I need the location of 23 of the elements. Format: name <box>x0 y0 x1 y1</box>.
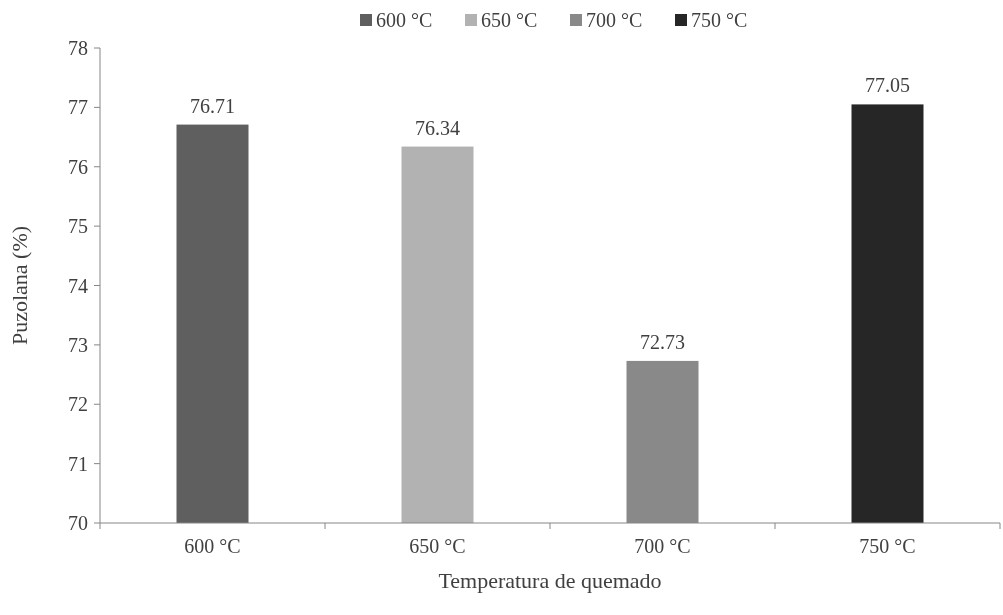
x-tick-label: 750 °C <box>859 535 916 557</box>
y-tick-label: 77 <box>68 96 88 119</box>
legend-label: 600 °C <box>376 9 433 31</box>
x-tick-label: 650 °C <box>409 535 466 557</box>
data-label: 72.73 <box>640 330 685 353</box>
legend-label: 700 °C <box>586 9 643 31</box>
y-tick-label: 74 <box>68 274 88 297</box>
x-tick-label: 600 °C <box>184 535 241 557</box>
x-axis-title: Temperatura de quemado <box>438 568 662 593</box>
y-tick-label: 78 <box>68 37 88 59</box>
data-label: 77.05 <box>865 74 910 97</box>
y-tick-label: 72 <box>68 393 88 416</box>
y-tick-label: 73 <box>68 333 88 356</box>
x-tick-label: 700 °C <box>634 535 691 557</box>
y-axis-title: Puzolana (%) <box>7 225 32 346</box>
y-tick-label: 71 <box>68 452 88 475</box>
y-tick-label: 75 <box>68 215 88 238</box>
legend-label: 650 °C <box>481 9 538 31</box>
y-tick-label: 76 <box>68 155 88 178</box>
legend-label: 750 °C <box>691 9 748 31</box>
data-label: 76.71 <box>190 94 235 117</box>
y-tick-label: 70 <box>68 512 88 534</box>
data-label: 76.34 <box>415 116 460 139</box>
